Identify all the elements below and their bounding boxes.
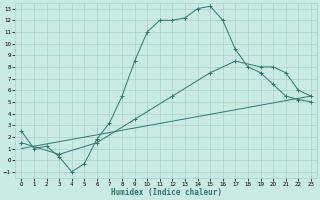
- X-axis label: Humidex (Indice chaleur): Humidex (Indice chaleur): [111, 188, 222, 197]
